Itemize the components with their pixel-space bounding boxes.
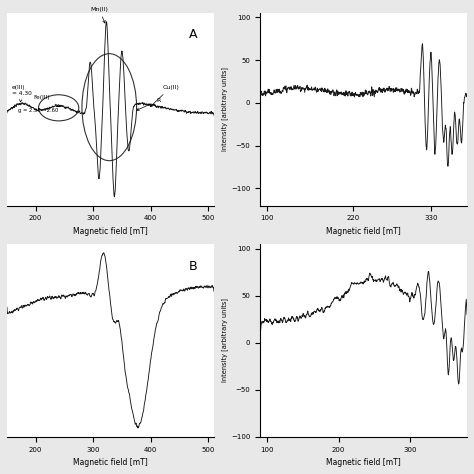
Text: Mn(II): Mn(II) (90, 7, 108, 23)
Text: e(III)
= 4.30: e(III) = 4.30 (11, 85, 31, 102)
X-axis label: Magnetic field [mT]: Magnetic field [mT] (326, 227, 401, 236)
X-axis label: Magnetic field [mT]: Magnetic field [mT] (73, 458, 148, 467)
Text: g = 2.50 – 2.60: g = 2.50 – 2.60 (18, 109, 59, 113)
Text: R: R (137, 98, 161, 110)
Y-axis label: Intensity [arbitrary units]: Intensity [arbitrary units] (221, 299, 228, 383)
Text: B: B (189, 260, 198, 273)
Text: Fe(III): Fe(III) (33, 95, 60, 107)
Text: A: A (189, 28, 198, 41)
Text: Cu(II): Cu(II) (150, 85, 179, 107)
Y-axis label: Intensity [arbitrary units]: Intensity [arbitrary units] (221, 67, 228, 151)
X-axis label: Magnetic field [mT]: Magnetic field [mT] (326, 458, 401, 467)
X-axis label: Magnetic field [mT]: Magnetic field [mT] (73, 227, 148, 236)
